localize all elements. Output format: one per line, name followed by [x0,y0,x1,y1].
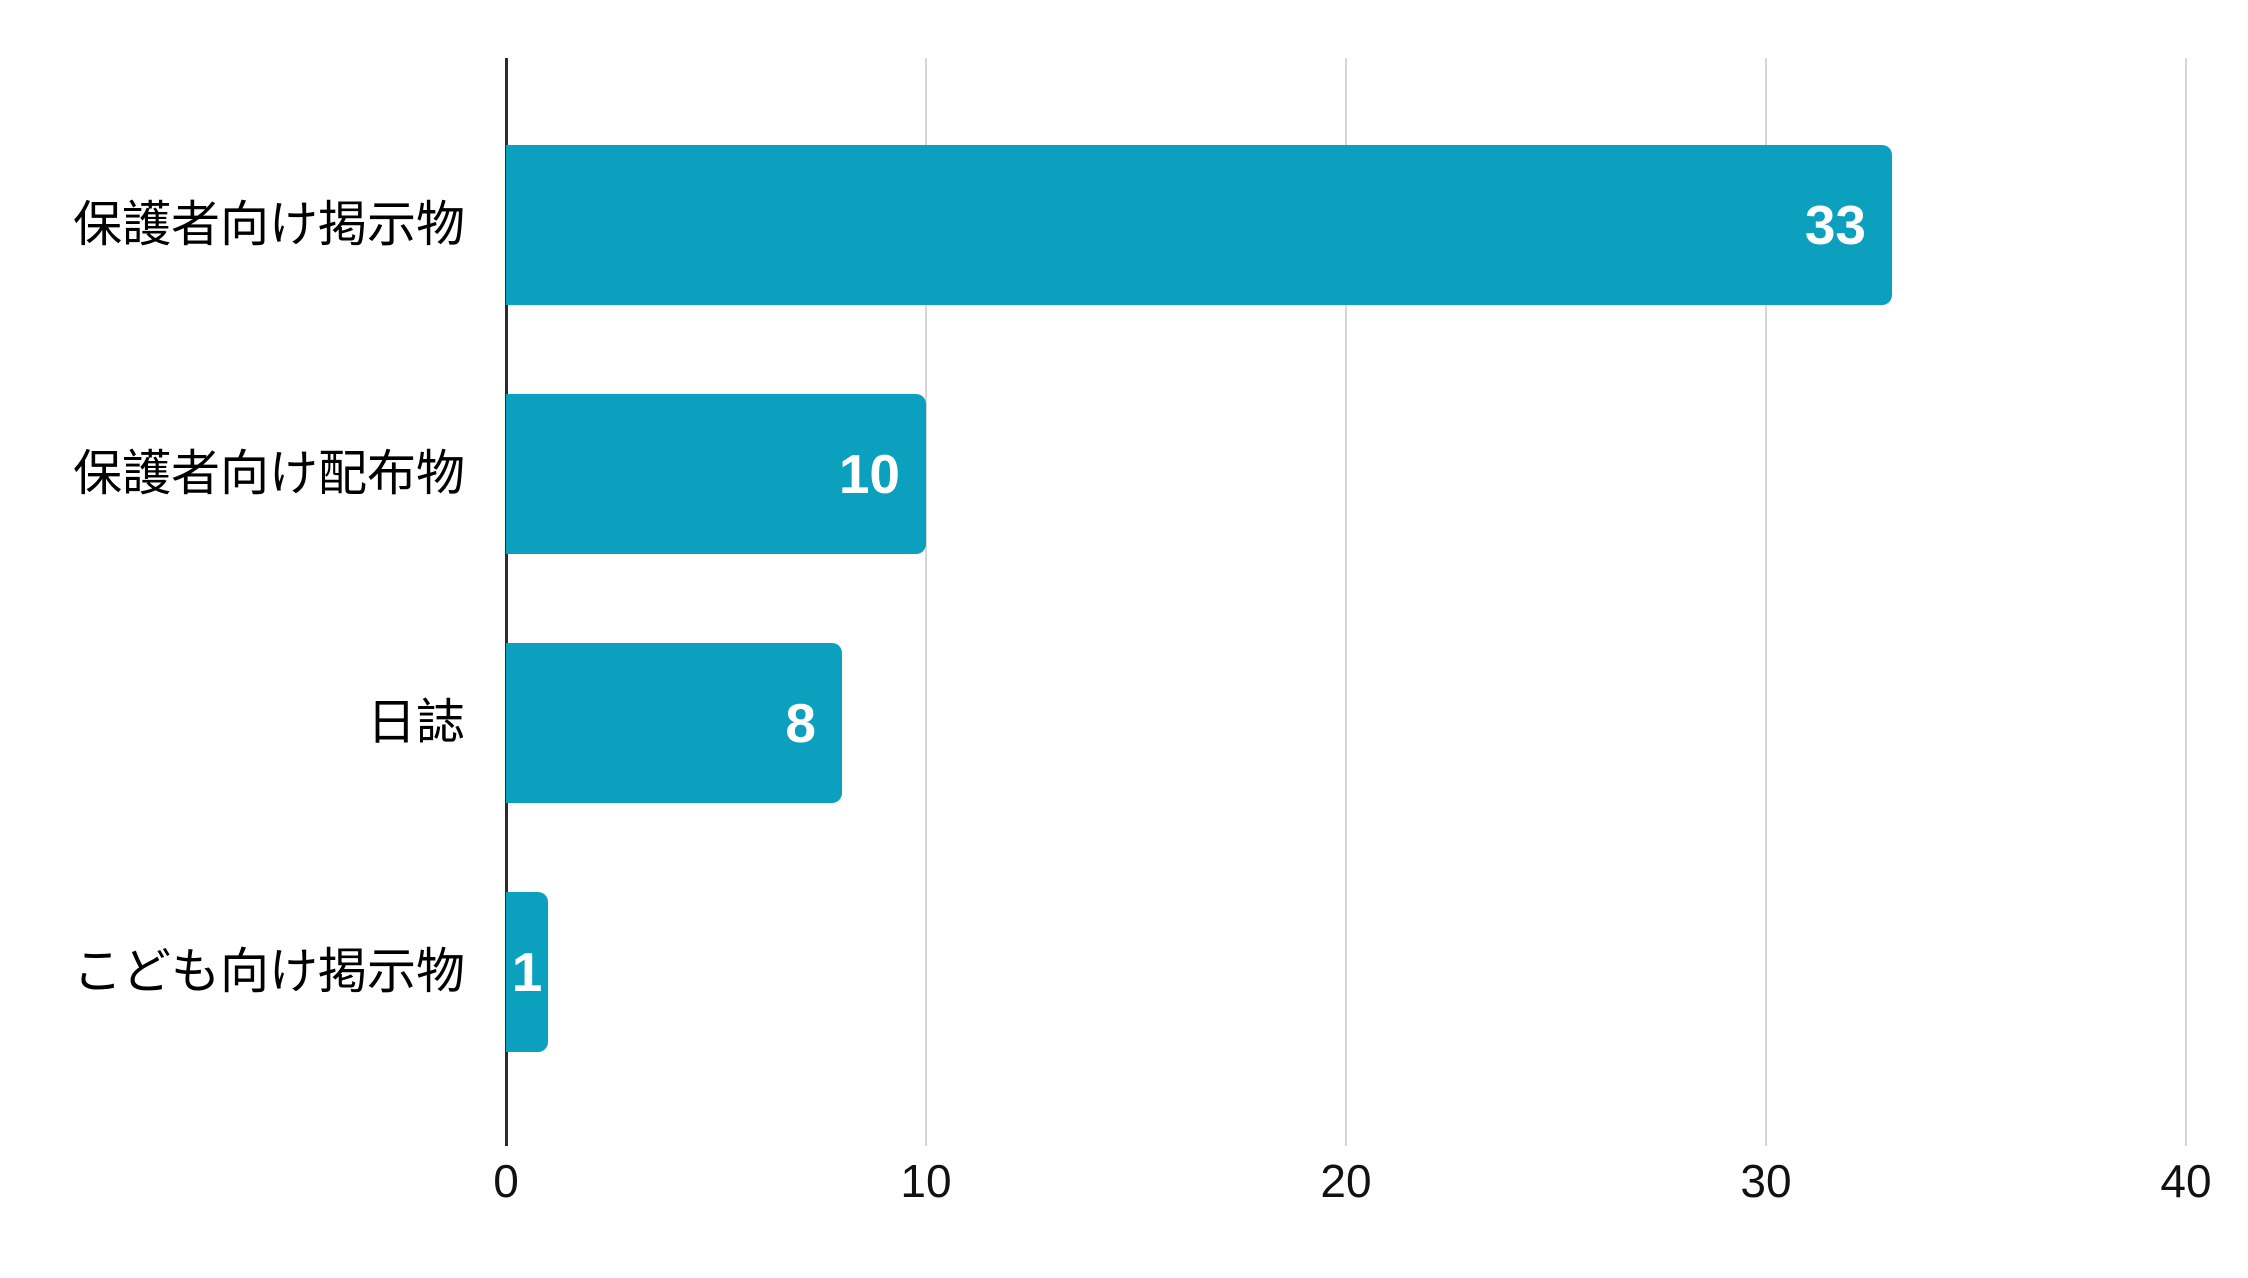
x-axis-line [504,58,508,1146]
bar: 8 [506,643,842,803]
bar: 33 [506,145,1892,305]
gridline [2185,58,2187,1146]
bar-value-label: 33 [1804,193,1866,256]
gridline [1765,58,1767,1146]
category-label: 保護者向け配布物 [72,446,465,501]
x-tick-label: 30 [1740,1155,1792,1207]
bar: 1 [506,892,548,1052]
category-label: こども向け掲示物 [72,944,465,999]
bar: 10 [506,394,926,554]
x-tick-label: 20 [1320,1155,1372,1207]
bar-value-label: 10 [838,442,900,505]
x-tick-label: 10 [900,1155,952,1207]
category-label: 日誌 [366,695,465,750]
x-tick-label: 0 [493,1155,519,1207]
gridline [925,58,927,1146]
gridline [1345,58,1347,1146]
bar-value-label: 1 [511,940,543,1003]
x-tick-label: 40 [2160,1155,2212,1207]
category-label: 保護者向け掲示物 [72,197,465,252]
bar-value-label: 8 [785,691,816,754]
